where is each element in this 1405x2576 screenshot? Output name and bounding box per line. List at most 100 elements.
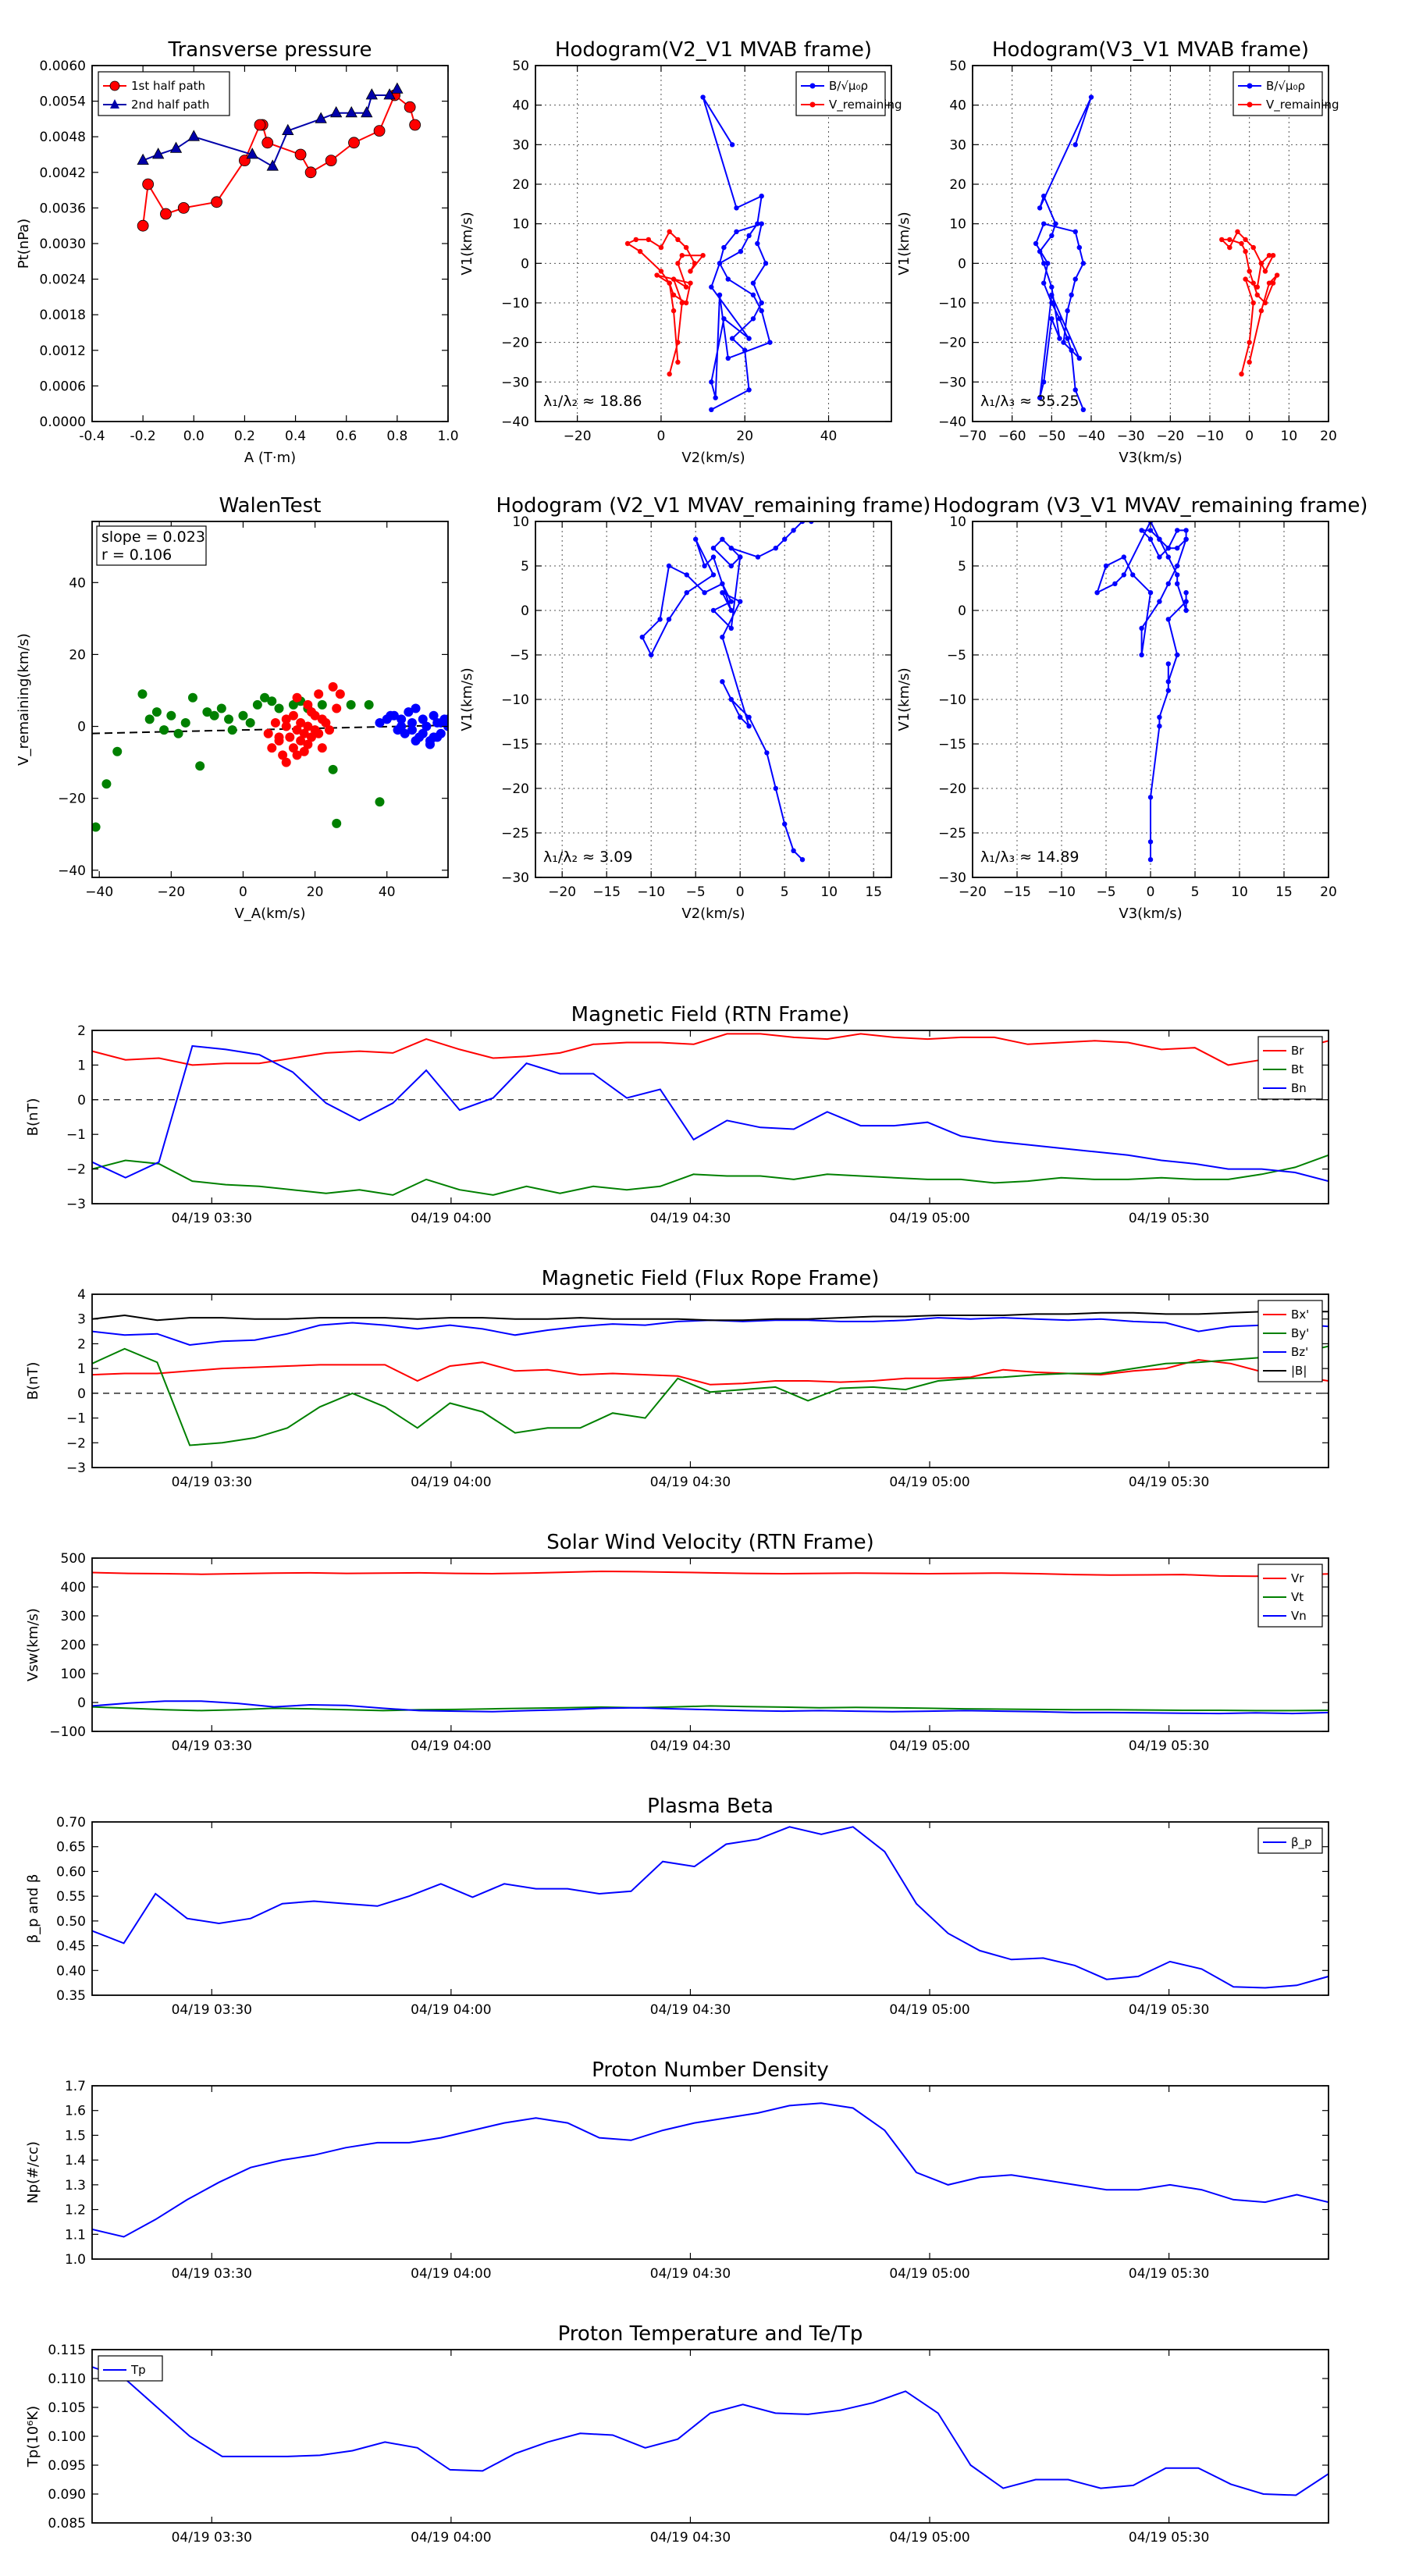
y-axis-label: Np(#/cc) — [25, 2141, 41, 2204]
data-point — [1112, 581, 1118, 586]
legend-label: Bt — [1291, 1062, 1304, 1076]
data-point — [152, 148, 165, 159]
y-tick-label: 5 — [958, 559, 966, 575]
y-tick-label: 30 — [949, 137, 966, 153]
data-point — [317, 743, 327, 753]
r-label: r = 0.106 — [101, 546, 172, 564]
x-tick-label: −20 — [157, 884, 185, 900]
x-tick-label: 0.0 — [183, 429, 205, 444]
x-tick-label: 04/19 04:00 — [411, 1211, 491, 1226]
data-point — [386, 710, 396, 720]
y-tick-label: 10 — [512, 217, 529, 233]
data-point — [144, 714, 155, 724]
legend-label: V_remaining — [829, 98, 902, 112]
y-tick-label: 200 — [61, 1638, 86, 1653]
data-point — [1041, 280, 1047, 286]
data-point — [1065, 336, 1070, 341]
x-tick-label: −10 — [1196, 429, 1224, 444]
legend-label: B/√μ₀ρ — [1266, 79, 1305, 93]
plot-frame — [91, 2085, 1329, 2260]
data-point — [1130, 572, 1136, 578]
y-tick-label: 50 — [949, 59, 966, 74]
legend-label: Bx' — [1291, 1308, 1309, 1322]
data-point — [759, 194, 764, 199]
data-point — [1227, 237, 1232, 243]
data-point — [267, 696, 277, 706]
y-tick-label: 10 — [949, 217, 966, 233]
x-tick-label: 1.0 — [437, 429, 458, 444]
data-point — [383, 88, 396, 100]
data-point — [720, 536, 725, 542]
data-point — [1157, 599, 1162, 604]
legend-label: β_p — [1291, 1835, 1312, 1850]
x-tick-label: 0 — [736, 884, 745, 900]
data-point — [773, 785, 778, 792]
data-point — [303, 699, 313, 710]
data-point — [738, 248, 744, 254]
data-point — [684, 572, 689, 578]
data-point — [306, 732, 316, 742]
data-point — [288, 743, 298, 753]
legend-label: Br — [1291, 1044, 1304, 1058]
data-point — [1103, 563, 1109, 569]
data-point — [763, 261, 769, 266]
data-point — [209, 710, 219, 720]
data-point — [274, 732, 284, 742]
x-tick-label: −30 — [1117, 429, 1145, 444]
data-point — [799, 857, 806, 863]
chart-title: Hodogram(V2_V1 MVAB frame) — [555, 38, 872, 62]
data-point — [702, 590, 707, 596]
y-tick-label: 50 — [512, 59, 529, 74]
data-point — [281, 757, 291, 767]
legend-box — [1257, 1827, 1323, 1854]
y-tick-label: 0.0006 — [40, 379, 86, 394]
data-point — [1165, 546, 1172, 551]
data-point — [675, 340, 681, 345]
data-point — [92, 822, 101, 832]
legend-marker — [1247, 83, 1253, 89]
y-tick-label: 0.0060 — [40, 59, 86, 74]
y-tick-label: 40 — [69, 575, 86, 591]
data-point — [314, 728, 324, 738]
data-point — [260, 692, 270, 703]
data-point — [364, 699, 374, 710]
chart-title: Proton Temperature and Te/Tp — [558, 2322, 863, 2346]
ratio-annotation: λ₁/λ₃ ≈ 14.89 — [980, 849, 1080, 866]
x-tick-label: 15 — [1275, 884, 1293, 900]
data-point — [296, 717, 306, 728]
y-tick-label: 30 — [512, 137, 529, 153]
x-tick-label: 04/19 05:00 — [889, 1211, 969, 1226]
y-tick-label: 10 — [949, 514, 966, 530]
data-point — [717, 292, 723, 298]
data-point — [1235, 229, 1240, 234]
data-point — [720, 679, 725, 685]
data-point — [1053, 221, 1058, 226]
data-point — [365, 88, 378, 100]
data-point — [750, 316, 756, 322]
data-point — [1270, 280, 1276, 286]
legend: Bx' By' Bz' |B| — [1257, 1300, 1323, 1382]
data-point — [296, 735, 306, 745]
data-point — [288, 699, 298, 710]
y-tick-label: 0.090 — [48, 2487, 86, 2503]
series-line-1 — [92, 1705, 1329, 1712]
data-point — [169, 141, 183, 153]
legend-box — [98, 71, 230, 116]
chart-title: WalenTest — [219, 494, 322, 518]
y-tick-label: 0 — [77, 720, 86, 735]
data-point — [187, 130, 200, 141]
y-tick-label: −20 — [58, 792, 86, 807]
x-tick-label: 04/19 05:30 — [1129, 2530, 1209, 2546]
x-tick-label: 5 — [1191, 884, 1200, 900]
data-point — [692, 261, 698, 266]
data-point — [1157, 724, 1162, 729]
y-tick-label: 1.2 — [65, 2203, 86, 2218]
chart-title: Hodogram (V3_V1 MVAV_remaining frame) — [934, 494, 1368, 518]
data-point — [755, 221, 760, 226]
plot-area — [92, 1030, 1329, 1204]
legend-label: 2nd half path — [131, 98, 209, 112]
data-point — [1072, 276, 1078, 282]
y-tick-label: 0 — [77, 1386, 86, 1402]
x-tick-label: −5 — [1096, 884, 1115, 900]
